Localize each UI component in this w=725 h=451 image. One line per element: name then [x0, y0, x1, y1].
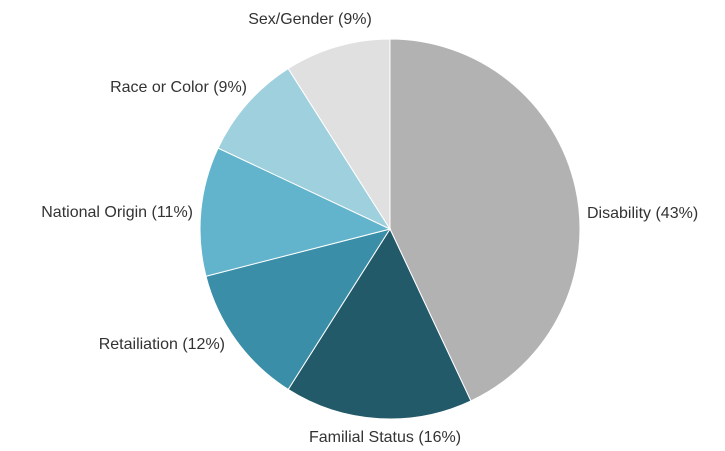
pie-slice [199, 147, 392, 277]
slice-label: Race or Color (9%) [110, 79, 247, 96]
slice-label: Retailiation (12%) [99, 336, 225, 353]
slice-label: Familial Status (16%) [309, 429, 461, 446]
slice-label: Disability (43%) [587, 205, 698, 222]
pie-slice [287, 38, 391, 231]
slice-label: Sex/Gender (9%) [248, 11, 372, 28]
slice-label: National Origin (11%) [41, 204, 193, 221]
pie-slice [205, 228, 392, 391]
pie-slice [217, 67, 392, 231]
pie-slice [287, 227, 472, 420]
pie-slice [389, 38, 581, 402]
